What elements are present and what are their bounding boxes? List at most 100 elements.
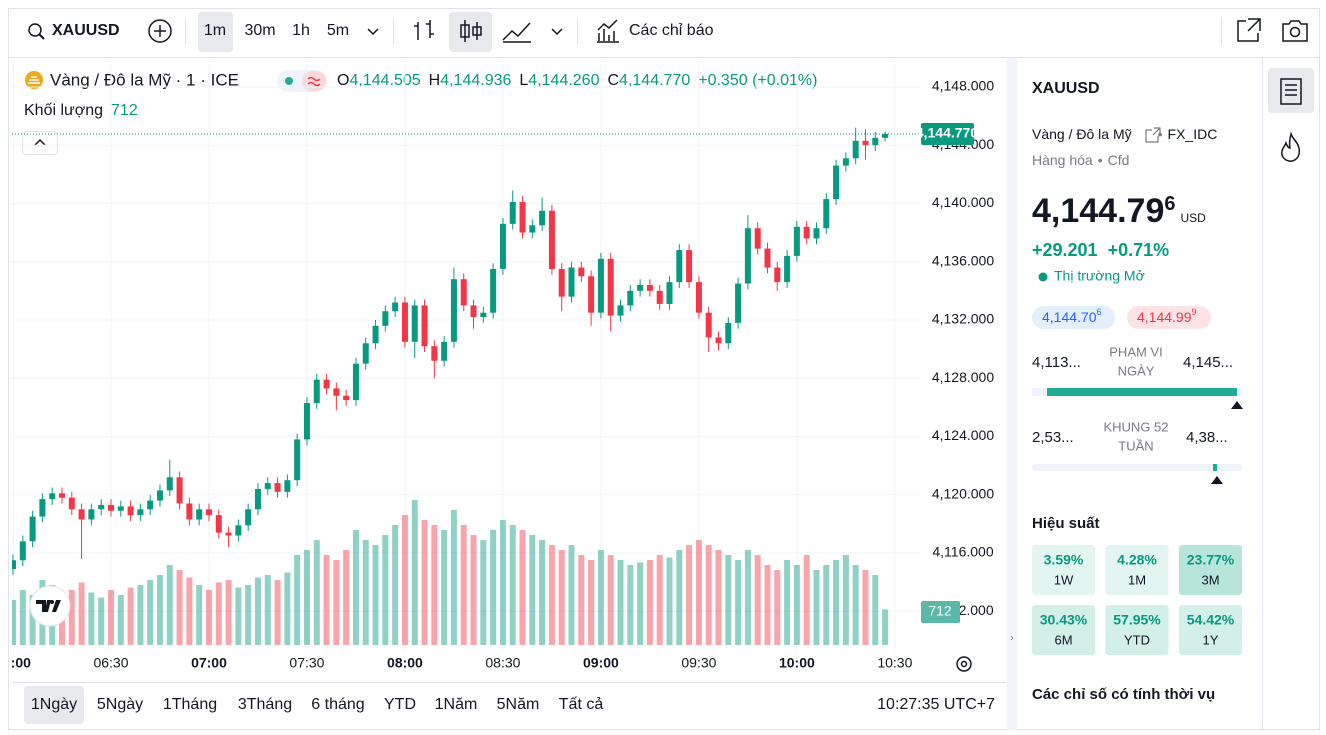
volume-bar [725,555,732,645]
candle-body [303,402,310,440]
range-option[interactable]: 1Năm [435,696,478,713]
range-option[interactable]: YTD [384,696,416,713]
candle-body [294,439,301,481]
x-tick-label: 09:30 [681,655,716,671]
plot: 06:00 06:30 07:00 07:30 08:00 08:30 09:00 09:30… [12,60,994,671]
legend-value: 4,144.505 [349,72,420,89]
candle-body [156,490,163,501]
collapse-button[interactable] [22,131,58,155]
candle-body [764,248,771,268]
range-option[interactable]: 6 tháng [311,696,364,713]
week52-marker [1211,476,1223,484]
camera-icon[interactable] [1282,20,1308,42]
interval[interactable]: 1m [204,22,226,39]
performance-value: 23.77% [1187,552,1235,568]
performance-tile[interactable] [1179,545,1242,595]
week52-high: 4,38... [1186,429,1228,446]
x-tick-label: 08:30 [485,655,520,671]
bid-sup: 6 [1097,307,1102,317]
candle-body [882,133,889,138]
volume-bar [245,585,252,645]
candle-body [186,503,193,520]
candles-icon[interactable] [460,20,482,42]
interval[interactable]: 30m [244,22,275,39]
hot-icon[interactable] [1281,131,1301,162]
candle-body [19,541,26,561]
details-icon[interactable] [1280,78,1302,105]
range-option[interactable]: 1Ngày [31,696,77,713]
bid-pill [1032,306,1115,329]
legend-value: 4,144.770 [619,72,690,89]
search[interactable] [28,23,45,40]
volume-bar [784,560,791,645]
interval[interactable]: 5m [327,22,349,39]
candle-body [431,346,438,361]
interval-active[interactable] [198,12,233,52]
bars-icon[interactable] [414,20,434,40]
indicators-icon[interactable] [597,19,619,43]
range-option[interactable]: Tất cả [559,696,604,713]
link-icon[interactable] [1145,127,1161,143]
x-tick-label: 07:30 [289,655,324,671]
candle-body [245,509,252,526]
chart-type-active[interactable] [449,12,492,52]
candle-body [39,499,46,517]
x-tick-label: 06:30 [93,655,128,671]
candle-body [558,268,565,297]
settings-icon[interactable] [956,656,972,672]
candle-body [352,363,359,401]
volume-bar [666,557,673,645]
performance-tile[interactable] [1105,605,1169,655]
candle-body [725,322,732,344]
volume-bar [313,540,320,645]
line-icon[interactable] [502,22,531,43]
interval[interactable]: 1h [292,22,310,39]
volume-bar [176,570,183,645]
market-status: Thị trường Mở [1054,268,1145,284]
range-option[interactable]: 5Ngày [97,696,143,713]
candle-body [333,388,340,396]
candle-body [147,500,154,510]
performance-value: 3.59% [1044,552,1084,568]
volume-legend: Khối lượng 712 [24,102,138,119]
range-active[interactable] [24,686,84,724]
week52-track [1032,464,1242,471]
candle-body [313,379,320,403]
candle-body [460,279,467,306]
range-option[interactable]: 5Năm [497,696,540,713]
performance-tile[interactable] [1179,605,1242,655]
range-option[interactable]: 3Tháng [238,696,292,713]
performance-tile[interactable] [1105,545,1169,595]
splitter-handle[interactable]: › [1010,633,1013,644]
interval-menu[interactable] [367,28,379,36]
indicators[interactable]: Các chỉ báo [629,22,714,39]
performance-period: 1W [1054,572,1074,587]
day-range-label: NGÀY [1118,363,1155,378]
volume-bar [754,555,761,645]
week52-label: TUẦN [1118,438,1153,453]
performance-tile[interactable] [1032,545,1095,595]
volume-bar [294,555,301,645]
symbol[interactable]: XAUUSD [52,22,120,39]
add-symbol[interactable] [148,19,172,43]
legend-key: C [607,72,619,89]
volume-bar [431,525,438,645]
performance-tile[interactable] [1032,605,1095,655]
chart-type-menu[interactable] [551,28,563,36]
range-option[interactable]: 1Tháng [163,696,217,713]
y-tick-label: 4,148.000 [932,78,994,94]
volume-bar [362,540,369,645]
candle-body [88,509,95,520]
currency: USD [1180,211,1206,225]
splitter[interactable] [1007,58,1017,730]
volume-bar [372,545,379,645]
ask: 4,144.999 [1137,307,1197,324]
volume-bar [597,550,604,645]
price-main: 4,144.79 [1032,192,1164,230]
candle-body [284,480,291,492]
tv-logo[interactable] [29,585,71,627]
candle-body [401,302,408,342]
popout-icon[interactable] [1237,18,1261,42]
candle-body [784,255,791,283]
